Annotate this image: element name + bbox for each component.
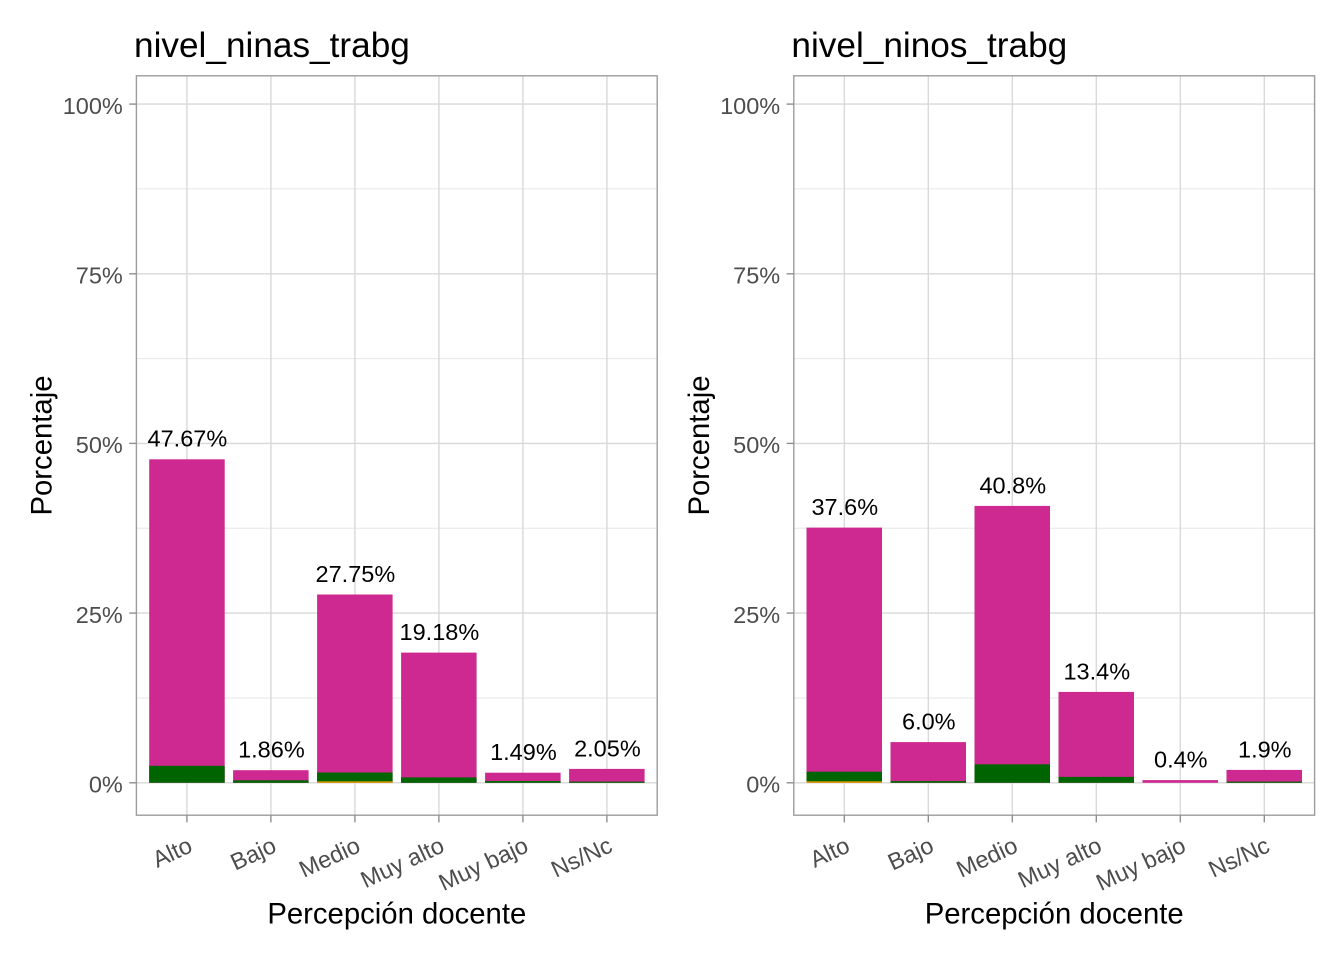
svg-text:47.67%: 47.67% bbox=[148, 426, 228, 452]
svg-text:100%: 100% bbox=[63, 93, 123, 119]
svg-text:50%: 50% bbox=[76, 432, 123, 458]
svg-text:13.4%: 13.4% bbox=[1063, 658, 1130, 684]
svg-text:Porcentaje: Porcentaje bbox=[26, 375, 59, 515]
svg-text:0%: 0% bbox=[746, 772, 780, 798]
svg-text:25%: 25% bbox=[733, 602, 780, 628]
svg-text:50%: 50% bbox=[733, 432, 780, 458]
svg-text:1.9%: 1.9% bbox=[1238, 736, 1292, 762]
svg-text:100%: 100% bbox=[720, 93, 780, 119]
svg-text:Porcentaje: Porcentaje bbox=[683, 375, 716, 515]
svg-text:Percepción docente: Percepción docente bbox=[267, 898, 526, 931]
svg-text:19.18%: 19.18% bbox=[400, 619, 480, 645]
svg-text:40.8%: 40.8% bbox=[979, 472, 1046, 498]
svg-text:75%: 75% bbox=[733, 263, 780, 289]
svg-text:Percepción docente: Percepción docente bbox=[925, 898, 1184, 931]
svg-text:1.49%: 1.49% bbox=[490, 739, 557, 765]
svg-text:27.75%: 27.75% bbox=[316, 561, 396, 587]
svg-text:0.4%: 0.4% bbox=[1154, 747, 1208, 773]
svg-text:37.6%: 37.6% bbox=[811, 494, 878, 520]
svg-text:2.05%: 2.05% bbox=[574, 735, 641, 761]
svg-text:0%: 0% bbox=[89, 772, 123, 798]
svg-text:1.86%: 1.86% bbox=[238, 737, 305, 763]
svg-text:75%: 75% bbox=[76, 263, 123, 289]
svg-text:6.0%: 6.0% bbox=[902, 709, 956, 735]
svg-text:nivel_ninas_trabg: nivel_ninas_trabg bbox=[134, 26, 410, 65]
svg-text:25%: 25% bbox=[76, 602, 123, 628]
svg-text:nivel_ninos_trabg: nivel_ninos_trabg bbox=[791, 26, 1067, 65]
